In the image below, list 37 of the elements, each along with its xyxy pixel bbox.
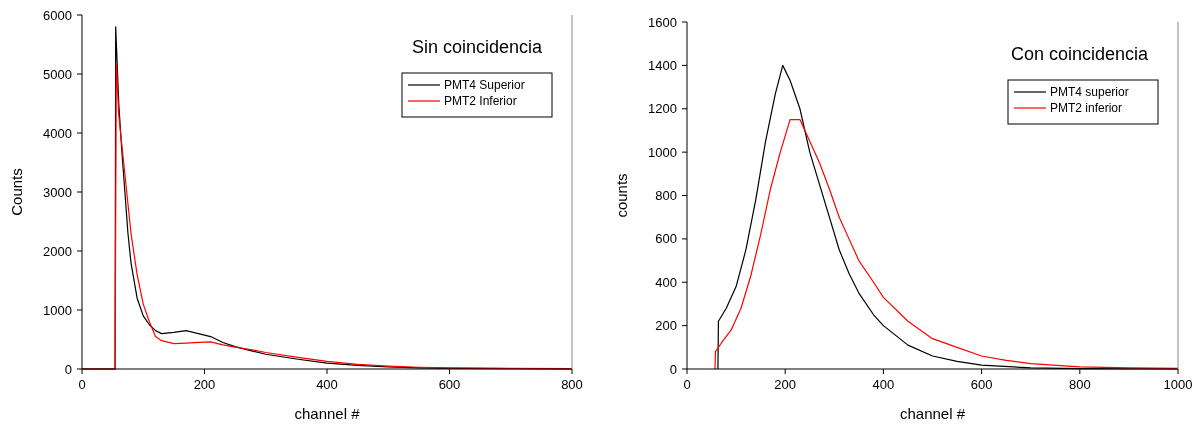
- y-tick-label: 1200: [648, 101, 677, 117]
- x-tick-label: 0: [78, 377, 86, 392]
- text: Sin coincidencia: [411, 37, 543, 57]
- text: Con coincidencia: [1010, 44, 1149, 64]
- legend-label: PMT4 superior: [1050, 85, 1129, 99]
- legend-label: PMT4 Superior: [444, 78, 525, 92]
- legend-label: PMT2 Inferior: [444, 94, 517, 108]
- y-tick-label: 1000: [648, 144, 677, 160]
- y-tick-label: 0: [669, 361, 677, 377]
- x-axis-title: channel #: [899, 405, 966, 422]
- y-tick-label: 200: [655, 318, 677, 334]
- x-axis-title: channel #: [294, 405, 361, 422]
- x-tick-label: 1000: [1163, 377, 1193, 392]
- y-tick-label: 1000: [43, 302, 72, 318]
- x-tick-label: 200: [774, 377, 797, 392]
- y-tick-label: 800: [655, 188, 677, 203]
- x-tick-label: 800: [1068, 377, 1091, 392]
- y-tick-label: 3000: [43, 184, 72, 200]
- y-axis-title: counts: [613, 173, 630, 218]
- y-tick-label: 0: [64, 361, 72, 377]
- x-tick-label: 600: [438, 377, 461, 392]
- y-axis-title: Counts: [8, 168, 25, 216]
- y-tick-label: 1600: [648, 14, 677, 30]
- x-tick-label: 400: [872, 377, 895, 392]
- y-tick-label: 6000: [43, 7, 72, 23]
- y-tick-label: 5000: [43, 66, 72, 82]
- legend-label: PMT2 inferior: [1050, 101, 1123, 115]
- x-tick-label: 400: [316, 377, 338, 392]
- y-tick-label: 4000: [43, 125, 72, 141]
- x-tick-label: 0: [683, 377, 691, 392]
- x-tick-label: 600: [970, 377, 993, 392]
- x-tick-label: 800: [561, 377, 583, 392]
- y-tick-label: 2000: [43, 243, 72, 259]
- y-tick-label: 1400: [648, 57, 677, 73]
- x-tick-label: 200: [193, 377, 216, 392]
- y-tick-label: 600: [655, 231, 677, 247]
- y-tick-label: 400: [655, 274, 677, 290]
